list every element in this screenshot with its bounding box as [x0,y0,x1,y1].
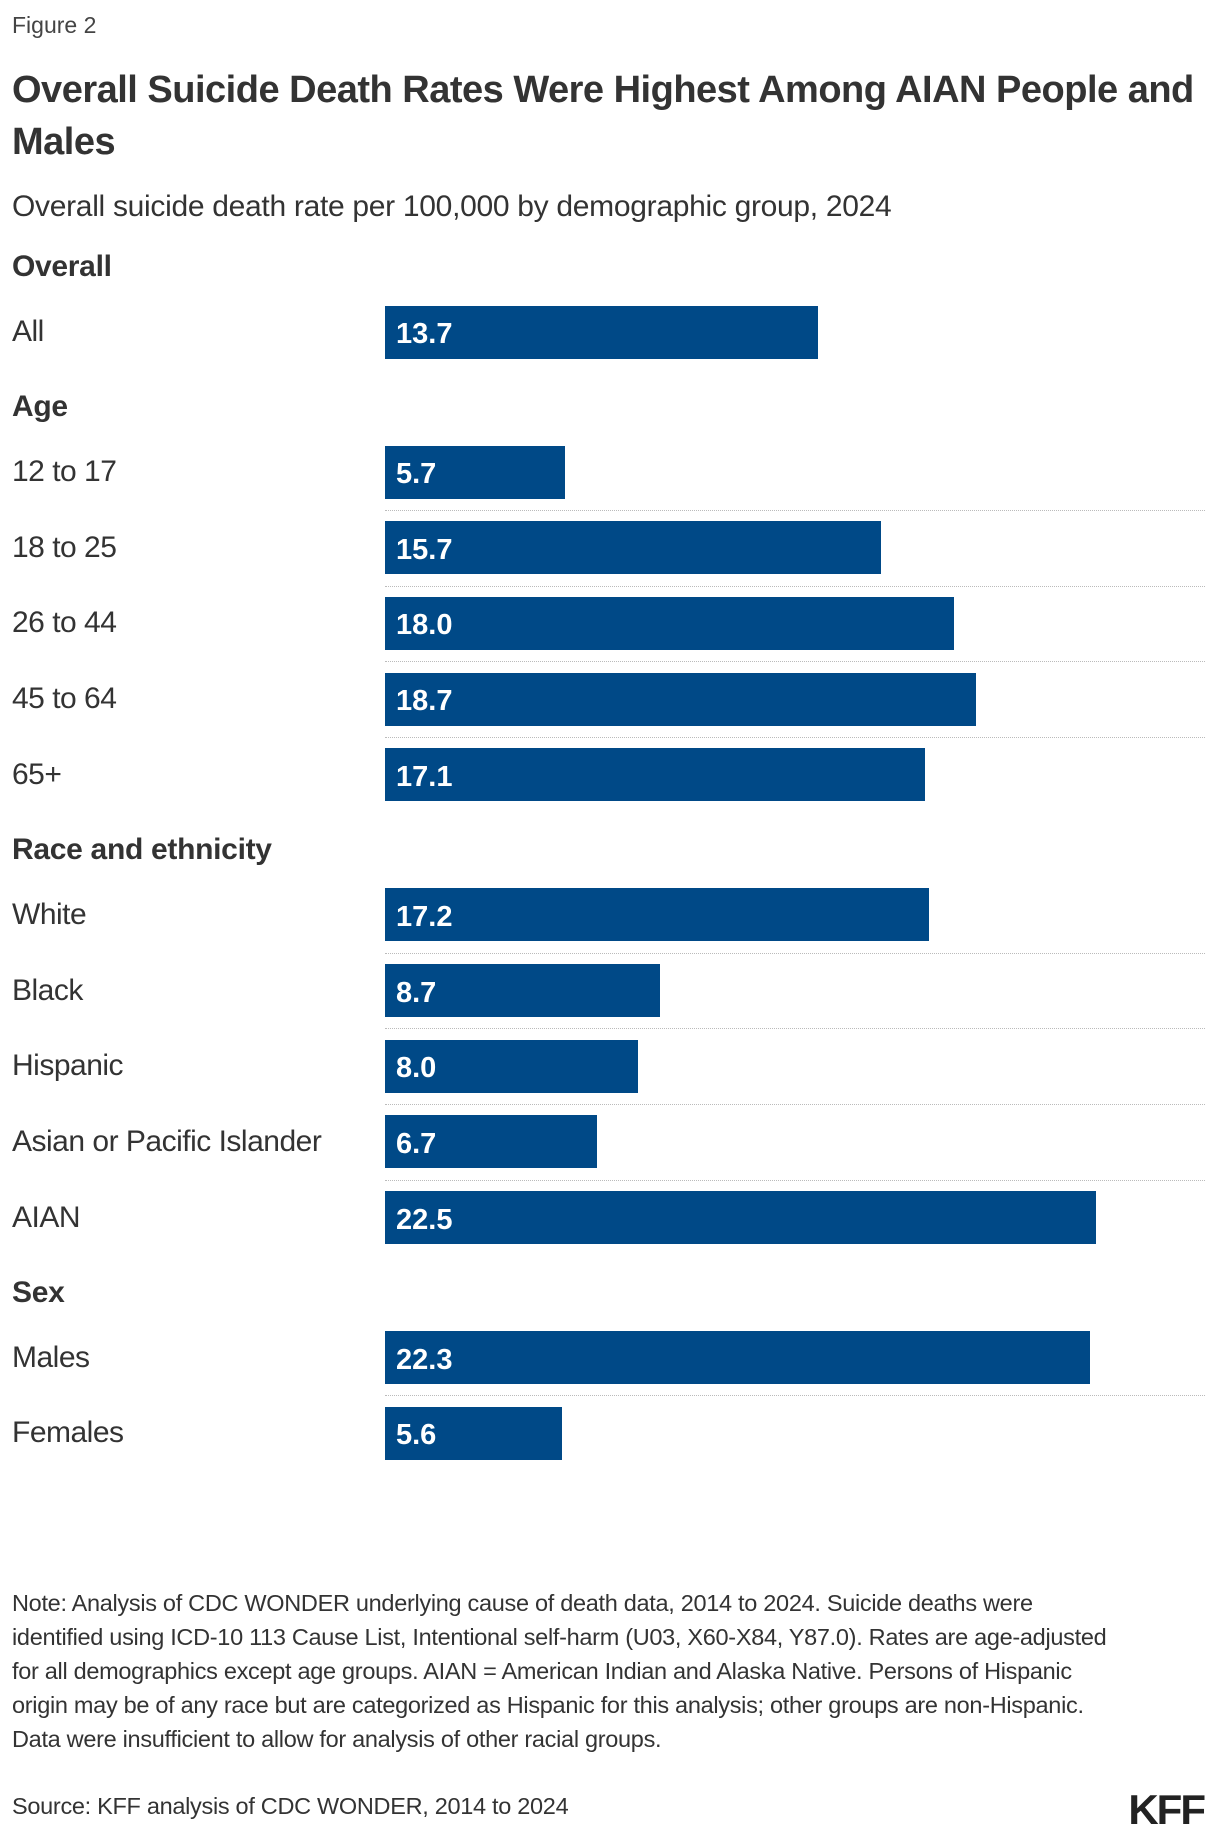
category-label: 45 to 64 [12,682,117,716]
bar [385,748,926,802]
value-label: 6.7 [396,1127,437,1160]
value-label: 22.5 [396,1203,453,1236]
value-label: 15.7 [396,533,453,566]
bar [385,1331,1090,1385]
chart-title: Overall Suicide Death Rates Were Highest… [12,69,1194,163]
value-label: 5.6 [396,1419,437,1452]
bar [385,445,566,499]
group-header: Age [12,390,68,423]
value-label: 13.7 [396,318,453,350]
chart-note: Note: Analysis of CDC WONDER underlying … [12,1590,1107,1752]
value-label: 22.3 [396,1343,453,1376]
figure-label: Figure 2 [12,12,97,38]
bar [385,1191,1096,1245]
group-header: Overall [12,250,112,283]
row-separator [385,952,1205,954]
category-label: Asian or Pacific Islander [12,1124,322,1158]
category-label: 65+ [12,757,62,791]
row-separator [385,585,1205,587]
category-label: Males [12,1340,90,1374]
bar [385,888,929,942]
category-label: Hispanic [12,1049,124,1083]
row-separator [385,736,1205,738]
bar [385,1039,638,1093]
category-label: White [12,897,87,931]
row-separator [385,1395,1205,1397]
category-label: 18 to 25 [12,530,117,564]
value-label: 17.2 [396,900,453,933]
group-header: Race and ethnicity [12,832,272,866]
value-label: 17.1 [396,760,453,793]
bar [385,305,818,359]
row-separator [385,1179,1205,1181]
bar [385,521,882,575]
bar [385,672,976,726]
bar [385,964,660,1017]
value-label: 8.0 [396,1052,437,1085]
value-label: 5.7 [396,458,437,490]
chart-subtitle: Overall suicide death rate per 100,000 b… [12,190,892,223]
bar [385,1406,562,1460]
bar [385,1115,597,1169]
value-label: 18.7 [396,685,453,718]
category-label: 26 to 44 [12,606,117,640]
row-separator [385,509,1205,511]
row-separator [385,1104,1205,1106]
category-label: 12 to 17 [12,455,117,488]
value-label: 8.7 [396,976,437,1009]
row-separator [385,661,1205,663]
group-header: Sex [12,1275,65,1309]
value-label: 18.0 [396,609,453,642]
chart-source: Source: KFF analysis of CDC WONDER, 2014… [12,1793,569,1819]
bar [385,596,954,650]
kff-logo: KFF [1128,1786,1206,1833]
category-label: AIAN [12,1200,81,1234]
category-label: Black [12,973,83,1007]
category-label: Females [12,1416,124,1450]
row-separator [385,1028,1205,1030]
category-label: All [12,315,44,348]
